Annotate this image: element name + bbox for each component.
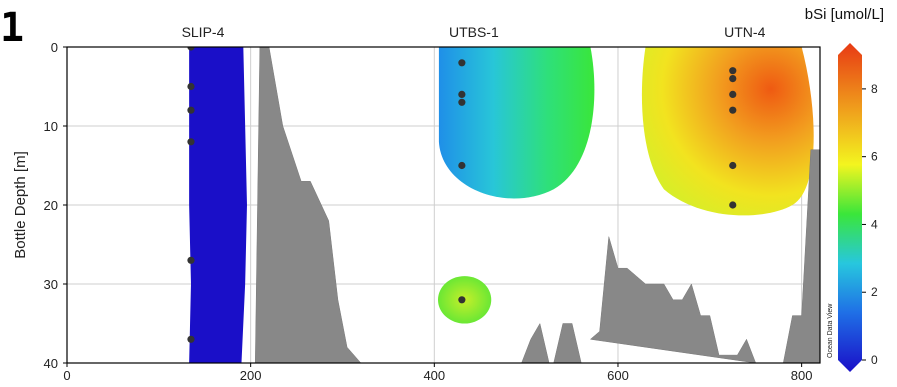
sample-dot <box>187 335 195 343</box>
colorbar <box>838 43 862 372</box>
colorbar-tick-label: 4 <box>871 217 878 231</box>
data-layer <box>187 47 820 363</box>
y-axis-label: Bottle Depth [m] <box>12 151 29 259</box>
sample-dot <box>458 296 466 304</box>
sample-dot <box>458 161 466 170</box>
station-label: UTBS-1 <box>449 24 499 40</box>
seafloor-bathymetry <box>589 236 756 363</box>
y-tick-label: 30 <box>44 277 58 292</box>
sample-dot <box>187 138 195 146</box>
y-tick-label: 10 <box>44 119 58 134</box>
colorbar-tick-label: 8 <box>871 82 878 96</box>
x-tick-label: 400 <box>423 368 445 383</box>
sample-dot <box>187 106 195 114</box>
x-tick-label: 800 <box>791 368 813 383</box>
contour-slip-4 <box>189 47 247 363</box>
sample-dot <box>187 47 195 51</box>
colorbar-tick-label: 2 <box>871 285 878 299</box>
seafloor-bathymetry <box>553 323 582 363</box>
sample-dot <box>729 90 737 98</box>
sample-dot <box>187 82 195 91</box>
sample-dot <box>729 75 737 83</box>
colorbar-tick-label: 0 <box>871 353 878 367</box>
sample-dot <box>729 67 737 75</box>
contour-utbs-1-upper <box>438 47 595 199</box>
contour-utn-4 <box>641 47 814 216</box>
station-label: SLIP-4 <box>182 24 225 40</box>
sample-dot <box>458 59 466 67</box>
y-tick-label: 0 <box>51 40 58 55</box>
x-tick-label: 600 <box>607 368 629 383</box>
sample-dot <box>187 256 195 264</box>
watermark-text: Ocean Data View <box>827 303 834 358</box>
y-tick-label: 40 <box>44 356 58 371</box>
sample-dot <box>729 201 737 209</box>
sample-dot <box>458 90 466 98</box>
sample-dot <box>729 106 737 114</box>
sample-dot <box>729 161 737 170</box>
station-label: UTN-4 <box>724 24 765 40</box>
seafloor-bathymetry <box>521 322 550 363</box>
colorbar-tick-label: 6 <box>871 150 878 164</box>
x-tick-label: 200 <box>240 368 262 383</box>
y-tick-label: 20 <box>44 198 58 213</box>
seafloor-bathymetry <box>783 149 820 363</box>
panel-number: 1 <box>0 5 25 51</box>
x-tick-label: 0 <box>63 368 70 383</box>
sample-dot <box>458 98 466 106</box>
colorbar-title: bSi [umol/L] <box>804 6 884 23</box>
seafloor-bathymetry <box>204 47 362 363</box>
